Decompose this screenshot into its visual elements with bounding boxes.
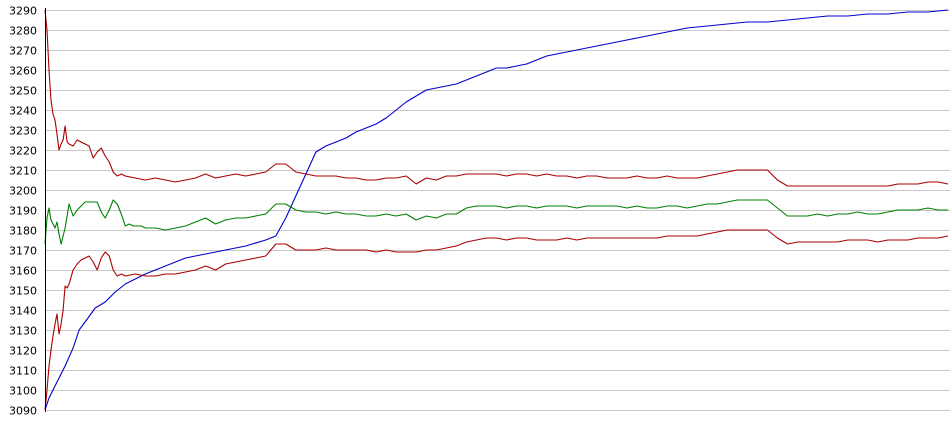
y-tick-label: 3230 <box>9 125 37 138</box>
y-tick-label: 3200 <box>9 185 37 198</box>
y-tick-label: 3130 <box>9 325 37 338</box>
y-tick-label: 3240 <box>9 105 37 118</box>
y-tick-label: 3210 <box>9 165 37 178</box>
y-tick-label: 3100 <box>9 385 37 398</box>
y-tick-label: 3220 <box>9 145 37 158</box>
series-line-1 <box>44 9 949 411</box>
y-tick-label: 3110 <box>9 365 37 378</box>
y-tick-label: 3160 <box>9 265 37 278</box>
series-line-4 <box>44 229 949 411</box>
y-tick-label: 3150 <box>9 285 37 298</box>
y-tick-label: 3170 <box>9 245 37 258</box>
series-lines <box>44 9 949 411</box>
y-tick-label: 3190 <box>9 205 37 218</box>
series-line-3 <box>44 9 949 187</box>
y-tick-label: 3290 <box>9 5 37 18</box>
y-tick-label: 3260 <box>9 65 37 78</box>
y-axis-tick-labels: 3090 3100 3110 3120 3130 3140 3150 3160 3170 3180… <box>9 5 37 418</box>
y-tick-label: 3180 <box>9 225 37 238</box>
y-tick-label: 3140 <box>9 305 37 318</box>
y-tick-label: 3090 <box>9 405 37 418</box>
series-line-2 <box>44 199 948 245</box>
y-tick-label: 3120 <box>9 345 37 358</box>
y-tick-label: 3280 <box>9 25 37 38</box>
y-tick-label: 3270 <box>9 45 37 58</box>
y-tick-label: 3250 <box>9 85 37 98</box>
grid-lines <box>45 10 950 411</box>
